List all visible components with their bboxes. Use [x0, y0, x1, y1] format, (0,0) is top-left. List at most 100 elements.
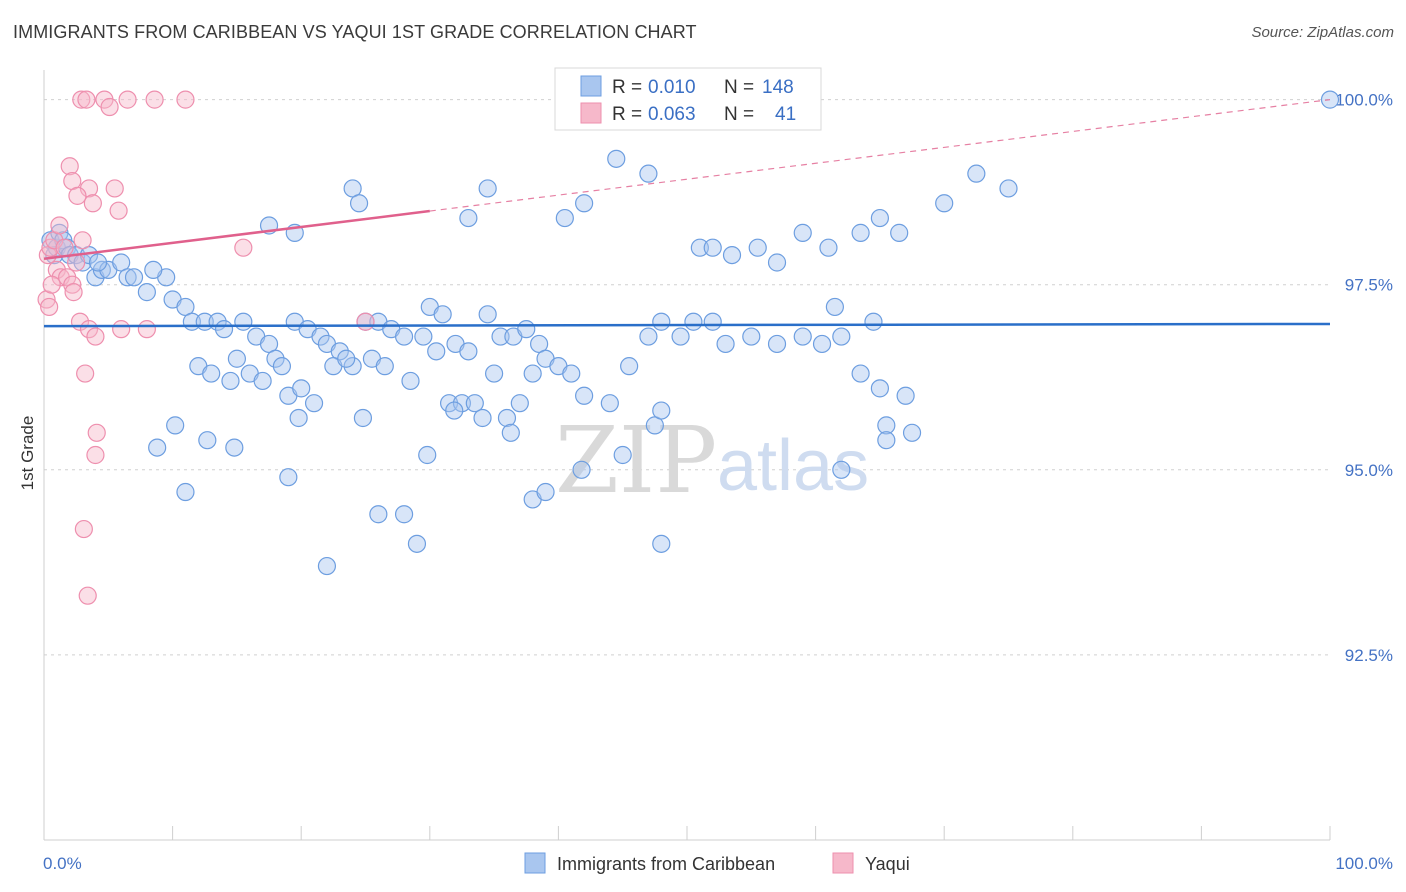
grid-lines: 100.0% 97.5% 95.0% 92.5%: [44, 91, 1393, 665]
yaqui-point: [64, 283, 83, 302]
caribbean-point: [536, 482, 555, 502]
caribbean-point: [639, 164, 658, 183]
yaqui-trend-line-extension: [429, 99, 1331, 212]
yaqui-point: [42, 275, 61, 294]
caribbean-point: [793, 223, 812, 242]
caribbean-point: [349, 194, 369, 213]
caribbean-point: [221, 371, 240, 391]
x-tick-label-max: 100.0%: [1335, 854, 1393, 873]
caribbean-point: [613, 445, 632, 465]
yaqui-point: [55, 238, 74, 257]
caribbean-point: [607, 149, 626, 168]
caribbean-point: [819, 238, 838, 257]
legend-r-value-blue: 0.010: [648, 77, 696, 98]
caribbean-point: [575, 194, 594, 213]
caribbean-point: [272, 357, 292, 376]
yaqui-point: [76, 364, 95, 383]
caribbean-point: [877, 416, 896, 435]
caribbean-point: [198, 431, 217, 450]
caribbean-point: [767, 334, 787, 354]
caribbean-point: [716, 334, 735, 354]
caribbean-point: [148, 438, 167, 457]
legend-n-label-pink: N =: [724, 104, 754, 125]
caribbean-point: [999, 179, 1018, 198]
y-tick-label: 97.5%: [1345, 276, 1393, 295]
yaqui-point: [87, 423, 106, 442]
caribbean-point: [517, 320, 536, 339]
caribbean-point: [555, 208, 574, 228]
caribbean-point: [433, 305, 452, 324]
yaqui-point: [63, 275, 82, 294]
caribbean-point: [369, 505, 388, 524]
caribbean-point: [510, 394, 529, 413]
caribbean-point: [266, 349, 285, 368]
caribbean-point: [600, 394, 619, 413]
chart-title: IMMIGRANTS FROM CARIBBEAN VS YAQUI 1ST G…: [13, 22, 697, 42]
yaqui-point: [234, 238, 253, 257]
caribbean-point: [722, 245, 742, 265]
correlation-legend: R = 0.010 N = 148 R = 0.063 N = 41: [554, 67, 822, 131]
caribbean-point: [703, 312, 722, 331]
yaqui-point: [137, 320, 156, 339]
yaqui-point: [118, 90, 137, 109]
yaqui-point: [77, 90, 96, 109]
yaqui-point: [78, 586, 97, 605]
caribbean-point: [124, 268, 144, 287]
yaqui-trend-line: [43, 209, 430, 261]
caribbean-point: [279, 468, 298, 487]
caribbean-point: [353, 408, 373, 428]
caribbean-point: [501, 423, 520, 442]
yaqui-point: [86, 445, 105, 465]
caribbean-point: [289, 408, 308, 428]
yaqui-point: [109, 201, 128, 220]
caribbean-point: [317, 556, 337, 576]
yaqui-point: [112, 320, 131, 339]
caribbean-point: [452, 394, 472, 413]
caribbean-point: [572, 460, 591, 479]
caribbean-point: [742, 327, 761, 346]
caribbean-point: [671, 327, 690, 346]
caribbean-point: [414, 327, 433, 346]
caribbean-point: [418, 445, 437, 465]
caribbean-point: [337, 349, 356, 368]
caribbean-point: [851, 223, 870, 242]
caribbean-point: [227, 349, 246, 368]
caribbean-point: [407, 534, 427, 553]
caribbean-point: [652, 401, 671, 420]
caribbean-point: [394, 505, 414, 524]
caribbean-point: [478, 179, 497, 198]
yaqui-point: [176, 90, 195, 109]
x-tick-label-min: 0.0%: [43, 854, 82, 873]
legend-swatch-blue: [580, 75, 602, 97]
legend-r-label-pink: R =: [612, 104, 642, 125]
y-tick-label: 100.0%: [1335, 91, 1393, 110]
caribbean-point: [225, 438, 244, 457]
caribbean-point: [485, 364, 504, 383]
watermark-zip: ZIP: [555, 407, 717, 514]
caribbean-point: [703, 238, 722, 257]
caribbean-point: [851, 364, 870, 383]
caribbean-point: [684, 312, 703, 331]
series-legend: Immigrants from Caribbean Yaqui: [524, 852, 910, 874]
trend-lines: [43, 99, 1331, 328]
caribbean-point: [652, 534, 671, 553]
caribbean-point: [459, 342, 478, 361]
caribbean-point: [864, 312, 883, 331]
yaqui-point: [356, 312, 375, 331]
yaqui-point: [50, 216, 69, 235]
caribbean-point: [620, 357, 639, 376]
caribbean-point: [427, 342, 446, 361]
caribbean-point: [304, 394, 324, 413]
data-points: [37, 90, 1340, 605]
caribbean-point: [234, 312, 253, 331]
caribbean-point: [176, 482, 195, 502]
yaqui-point: [40, 297, 59, 317]
caribbean-point: [825, 297, 844, 317]
y-axis-title: 1st Grade: [18, 416, 37, 491]
caribbean-point: [748, 238, 767, 257]
caribbean-point: [870, 379, 890, 398]
y-tick-label: 92.5%: [1345, 646, 1393, 665]
caribbean-point: [118, 268, 137, 287]
caribbean-point: [137, 283, 156, 302]
caribbean-point: [166, 416, 185, 435]
